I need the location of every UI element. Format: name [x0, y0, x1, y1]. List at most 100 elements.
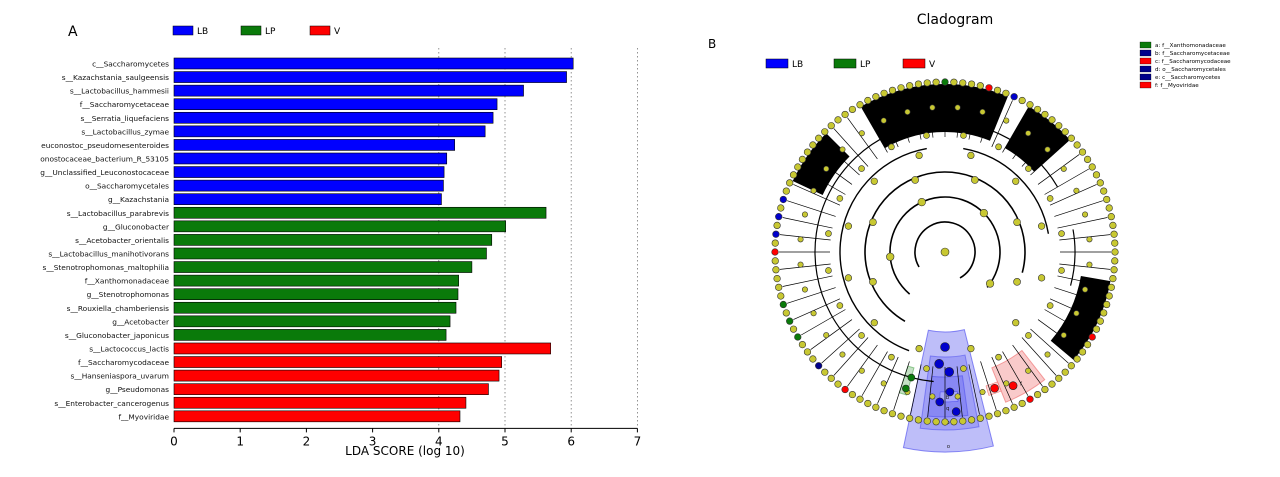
tree-node	[1003, 380, 1010, 387]
tree-leaf-node	[914, 416, 923, 424]
tree-leaf-node	[1088, 333, 1096, 341]
bar-label: onostocaceae_bacterium_R_53105	[40, 154, 169, 163]
tree-leaf-node	[1109, 221, 1117, 230]
tree-node	[836, 302, 844, 309]
tree-leaf-node	[1061, 128, 1069, 136]
tree-branch	[963, 147, 1050, 234]
tree-node	[985, 279, 995, 288]
tree-node	[858, 367, 865, 374]
bar-f__Saccharomycodaceae	[173, 356, 502, 368]
bar-s__Lactobacillus_hammesii	[173, 84, 524, 97]
tree-branch	[814, 133, 934, 383]
tree-leaf-node	[993, 410, 1002, 418]
tree-leaf-branch	[793, 298, 841, 320]
tree-leaf-node	[771, 239, 779, 247]
tree-leaf-branch	[833, 337, 869, 376]
tree-node	[979, 108, 986, 115]
tree-node	[1082, 211, 1089, 218]
tree-leaf-node	[1078, 348, 1087, 356]
key-entry: f: f__Myoviridae	[1155, 83, 1199, 89]
x-axis-title: LDA SCORE (log 10)	[345, 444, 465, 458]
tree-node	[1044, 146, 1051, 153]
tree-leaf-branch	[1054, 200, 1103, 217]
tree-leaf-node	[872, 403, 880, 411]
tree-leaf-node	[1111, 248, 1119, 256]
bar-g__Acetobacter	[173, 315, 451, 328]
tree-leaf-branch	[810, 319, 853, 350]
bar-label: s__Lactobacillus_hammesii	[70, 87, 169, 96]
legend-swatch-LB	[172, 25, 194, 36]
tree-leaf-node	[821, 368, 829, 376]
tree-leaf-node	[786, 179, 794, 187]
tree-node	[923, 132, 930, 139]
panel-b-legend: LB LP V	[765, 58, 936, 70]
key-swatch	[1139, 49, 1152, 57]
tree-node	[979, 389, 986, 396]
bar-s__Enterobacter_cancerogenus	[173, 396, 467, 409]
bar-s__Serratia_liquefaciens	[173, 111, 494, 124]
tree-leaf-node	[864, 96, 872, 105]
tree-leaf-branch	[787, 200, 836, 217]
tree-leaf-node	[1041, 385, 1049, 394]
tree-leaf-node	[803, 348, 812, 356]
tree-leaf-branch	[861, 351, 888, 396]
tree-leaf-node	[1100, 187, 1108, 195]
tree-leaf-node	[798, 340, 807, 349]
tree-leaf-branch	[991, 100, 1013, 148]
tree-leaf-branch	[801, 309, 846, 336]
tree-leaf-node	[1083, 155, 1092, 164]
tree-root-node	[940, 247, 950, 257]
tree-leaf-node	[1033, 390, 1042, 399]
bar-f__Saccharomycetaceae	[173, 98, 498, 111]
x-tick-label: 1	[236, 434, 244, 448]
tree-node	[1044, 351, 1051, 358]
tree-leaf-branch	[980, 361, 997, 410]
tree-leaf-node	[967, 416, 976, 424]
tree-leaf-node	[1103, 300, 1111, 309]
tree-dense-clade	[1050, 275, 1111, 360]
tree-node	[979, 209, 988, 218]
panel-a-bar-labels: c__Saccharomycetes s__Kazachstania_saulge…	[40, 60, 170, 422]
biomarker-node	[940, 342, 950, 352]
tree-node	[1060, 332, 1067, 339]
tree-leaf-node	[906, 414, 914, 422]
tree-leaf-node	[985, 412, 993, 420]
tree-leaf-node	[1010, 403, 1018, 411]
tree-leaf-node	[1002, 407, 1010, 415]
tree-leaf-node	[827, 122, 835, 130]
legend-label-LB: LB	[197, 27, 208, 37]
tree-node	[960, 132, 967, 139]
bar-label: s__Lactobacillus_zymae	[81, 127, 169, 136]
tree-leaf-node	[1067, 134, 1075, 142]
biomarker-node	[902, 384, 910, 393]
tree-node	[1037, 222, 1046, 230]
tree-leaf-node	[1033, 105, 1042, 114]
tree-node	[915, 151, 923, 160]
tree-leaf-node	[932, 418, 940, 426]
panel-a-x-axis: 0 1 2 3 4 5 6 7	[170, 427, 641, 448]
panel-b-cladogram: B Cladogram LB LP V a: f__Xanthomonadaceae…	[708, 12, 1231, 453]
biomarker-node	[945, 387, 955, 397]
tree-leaf-branch	[1002, 351, 1029, 396]
tree-leaf-node	[1078, 148, 1087, 156]
tree-leaf-node	[773, 221, 781, 230]
tree-leaf-node	[798, 155, 807, 164]
bar-s__Lactococcus_lactis	[173, 342, 551, 355]
tree-leaf-node	[1088, 163, 1096, 171]
tree-node	[1025, 332, 1032, 339]
tree-leaf-node	[794, 163, 802, 171]
tree-leaf-node	[1073, 141, 1081, 149]
tree-leaf-node	[1083, 340, 1092, 349]
tree-node	[1086, 236, 1093, 243]
biomarker-node	[990, 383, 999, 393]
bar-s__Kazachstania_saulgeensis	[173, 71, 567, 83]
tree-node	[888, 353, 895, 361]
tree-leaf-branch	[782, 275, 833, 287]
tree-node	[1058, 267, 1065, 274]
cladogram-key: a: f__Xanthomonadaceae b: f__Saccharomyce…	[1139, 41, 1231, 89]
key-swatch	[1139, 73, 1152, 81]
tree-node	[967, 151, 975, 160]
tree-leaf-node	[993, 86, 1002, 94]
tree-leaf-node	[772, 266, 780, 274]
tree-node	[858, 130, 865, 137]
